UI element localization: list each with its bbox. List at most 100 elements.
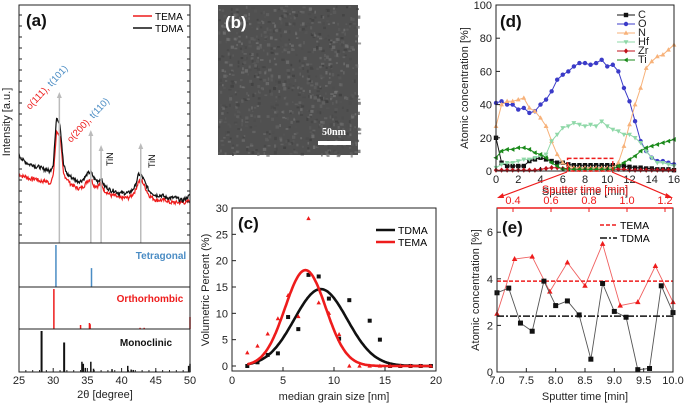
sem-grain bbox=[308, 126, 312, 130]
sem-grain bbox=[311, 68, 314, 70]
data-point-o bbox=[616, 69, 621, 74]
sem-grain bbox=[353, 27, 357, 29]
data-point-o bbox=[582, 60, 588, 66]
sem-grain bbox=[309, 138, 312, 142]
sem-grain bbox=[238, 35, 241, 38]
sem-grain bbox=[235, 32, 238, 35]
sem-grain bbox=[233, 13, 237, 18]
sem-grain bbox=[324, 92, 327, 95]
sem-grain bbox=[219, 120, 222, 124]
sem-grain bbox=[257, 115, 261, 118]
sem-grain bbox=[234, 47, 238, 50]
data-point-hf bbox=[632, 136, 638, 141]
sem-grain bbox=[221, 144, 225, 146]
sem-grain bbox=[288, 126, 291, 129]
data-point-hf bbox=[593, 124, 599, 129]
sem-grain bbox=[248, 44, 251, 48]
sem-grain bbox=[229, 124, 232, 128]
sem-grain bbox=[224, 61, 229, 64]
sem-grain bbox=[279, 138, 283, 142]
sem-grain bbox=[266, 43, 271, 47]
data-point-ti bbox=[626, 156, 632, 162]
sem-grain bbox=[229, 55, 232, 59]
sem-grain bbox=[230, 7, 233, 11]
sem-grain bbox=[356, 8, 359, 11]
sem-grain bbox=[260, 87, 264, 91]
sem-grain bbox=[225, 131, 228, 135]
sem-grain bbox=[294, 125, 298, 129]
sem-grain bbox=[331, 45, 336, 49]
x-tick-label: 6 bbox=[560, 174, 566, 186]
data-point-c bbox=[510, 163, 515, 169]
legend-label-tema: TEMA bbox=[155, 12, 183, 23]
sem-grain bbox=[257, 73, 260, 77]
sem-grain bbox=[344, 96, 346, 100]
sem-grain bbox=[330, 48, 334, 52]
sem-grain bbox=[307, 116, 309, 119]
sem-grain bbox=[221, 24, 223, 28]
sem-grain bbox=[309, 95, 312, 99]
data-point-tdma bbox=[265, 352, 270, 357]
sem-grain bbox=[319, 74, 323, 78]
data-point-ti bbox=[654, 142, 660, 147]
data-point-ti bbox=[515, 145, 521, 151]
data-point-tema bbox=[635, 299, 641, 305]
sem-grain bbox=[245, 5, 248, 9]
sem-grain bbox=[287, 139, 290, 143]
sem-grain bbox=[237, 90, 240, 92]
sem-grain bbox=[337, 49, 340, 54]
sem-grain bbox=[294, 103, 298, 106]
sem-grain bbox=[263, 10, 265, 15]
x-tick-label: 45 bbox=[150, 375, 162, 387]
sem-grain bbox=[343, 28, 346, 32]
sem-grain bbox=[245, 35, 248, 39]
data-point-n bbox=[526, 105, 532, 110]
data-point-hf bbox=[532, 155, 538, 161]
x-tick-label: 8.5 bbox=[577, 375, 592, 387]
sem-grain bbox=[337, 74, 340, 77]
sem-grain bbox=[233, 107, 237, 110]
y-tick-label: 40 bbox=[480, 100, 492, 112]
sem-grain bbox=[340, 48, 344, 52]
zoom-region-box bbox=[566, 157, 614, 172]
sem-grain bbox=[292, 22, 296, 26]
sem-grain bbox=[245, 121, 249, 123]
sem-grain bbox=[348, 5, 352, 8]
zoom-arrow-left bbox=[499, 171, 568, 198]
sem-grain bbox=[222, 31, 226, 35]
sem-grain bbox=[242, 30, 245, 33]
data-point-tema bbox=[387, 363, 393, 368]
data-point-tema bbox=[296, 314, 301, 319]
sem-grain bbox=[328, 150, 331, 154]
sem-grain bbox=[259, 119, 262, 123]
sem-grain bbox=[278, 90, 281, 93]
panel-e-ylabel: Atomic concentration [%] bbox=[470, 229, 482, 351]
sem-grain bbox=[226, 133, 230, 136]
sem-grain bbox=[230, 124, 233, 129]
sem-grain bbox=[251, 106, 253, 110]
sem-grain bbox=[284, 80, 287, 83]
fit-curve-tema bbox=[247, 268, 430, 368]
sem-grain bbox=[231, 21, 234, 24]
sem-grain bbox=[299, 87, 303, 91]
sem-grain bbox=[325, 55, 329, 59]
sem-grain bbox=[251, 110, 254, 112]
sem-grain bbox=[230, 45, 234, 49]
sem-grain bbox=[279, 17, 282, 21]
sem-grain bbox=[309, 23, 313, 27]
sem-grain bbox=[275, 103, 279, 107]
sem-grain bbox=[274, 144, 277, 148]
pattern-label-tetragonal: Tetragonal bbox=[136, 251, 187, 262]
data-point-tema bbox=[265, 331, 270, 336]
sem-grain bbox=[270, 51, 273, 54]
sem-grain bbox=[260, 26, 263, 29]
sem-grain bbox=[236, 115, 239, 118]
data-point-ti bbox=[543, 155, 548, 161]
sem-grain bbox=[313, 34, 317, 37]
sem-grain bbox=[299, 10, 303, 13]
xrd-curve-tdma bbox=[18, 117, 191, 204]
sem-grain bbox=[259, 43, 262, 47]
sem-grain bbox=[222, 107, 225, 110]
sem-grain bbox=[229, 21, 232, 25]
